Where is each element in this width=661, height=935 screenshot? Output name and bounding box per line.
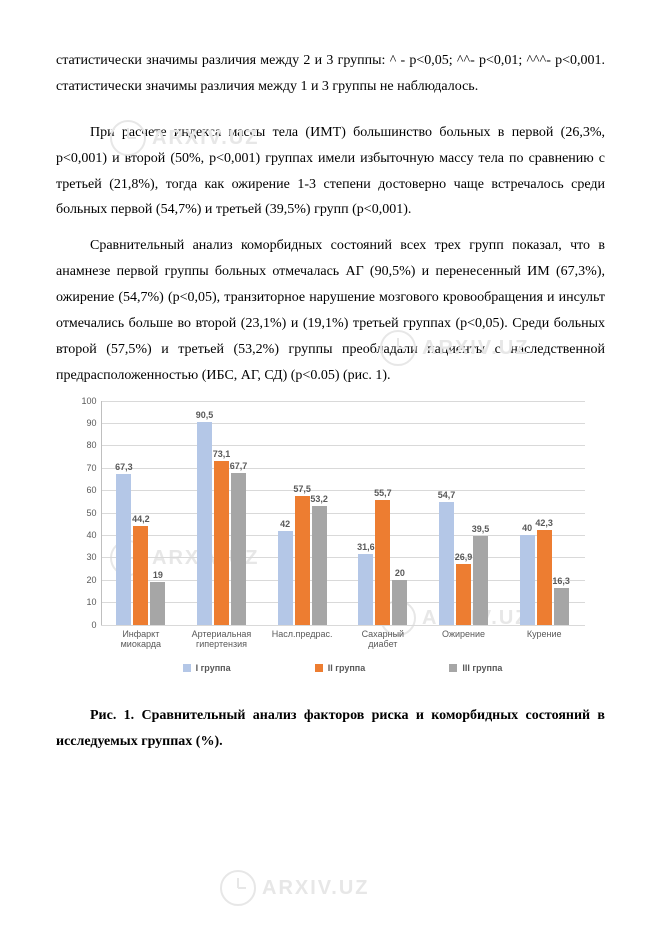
category-label: Насл.предрас.: [262, 625, 343, 640]
bar-value-label: 90,5: [187, 410, 221, 420]
bar-value-label: 67,7: [221, 461, 255, 471]
bar-value-label: 19: [141, 570, 175, 580]
bar: [473, 536, 488, 624]
bar-value-label: 54,7: [429, 490, 463, 500]
category-label: Курение: [504, 625, 585, 640]
bar: [520, 535, 535, 625]
figure-caption: Рис. 1. Сравнительный анализ факторов ри…: [56, 703, 605, 755]
bar-value-label: 39,5: [463, 524, 497, 534]
category-label: Артериальнаягипертензия: [181, 625, 262, 651]
y-tick-label: 0: [71, 620, 97, 630]
legend-swatch: [183, 664, 191, 672]
y-tick-label: 50: [71, 508, 97, 518]
bar: [295, 496, 310, 625]
y-tick-label: 30: [71, 552, 97, 562]
category-group: 31,655,720Сахарныйдиабет: [343, 401, 424, 625]
y-tick-label: 90: [71, 418, 97, 428]
y-tick-label: 70: [71, 463, 97, 473]
bar-value-label: 53,2: [302, 494, 336, 504]
category-group: 4257,553,2Насл.предрас.: [262, 401, 343, 625]
category-group: 90,573,167,7Артериальнаягипертензия: [181, 401, 262, 625]
bar-value-label: 73,1: [204, 449, 238, 459]
bar: [439, 502, 454, 625]
category-label: Сахарныйдиабет: [343, 625, 424, 651]
category-group: 54,726,939,5Ожирение: [423, 401, 504, 625]
bar-chart: 010203040506070809010067,344,219Инфарктм…: [71, 401, 591, 681]
category-group: 4042,316,3Курение: [504, 401, 585, 625]
legend-item: I группа: [183, 663, 231, 673]
y-tick-label: 20: [71, 575, 97, 585]
watermark: ARXIV.UZ: [220, 870, 370, 906]
chart-legend: I группа II группа III группа: [101, 663, 585, 673]
bar-value-label: 44,2: [124, 514, 158, 524]
legend-swatch: [449, 664, 457, 672]
bar: [456, 564, 471, 624]
bar: [231, 473, 246, 625]
paragraph-2: При расчете индекса массы тела (ИМТ) бол…: [56, 120, 605, 224]
y-tick-label: 60: [71, 485, 97, 495]
bar: [214, 461, 229, 625]
bar: [116, 474, 131, 625]
legend-item: II группа: [315, 663, 366, 673]
legend-label: III группа: [462, 663, 502, 673]
bar-value-label: 42,3: [527, 518, 561, 528]
legend-label: II группа: [328, 663, 366, 673]
bar: [312, 506, 327, 625]
y-tick-label: 40: [71, 530, 97, 540]
plot-area: 010203040506070809010067,344,219Инфарктм…: [101, 401, 585, 625]
bar-value-label: 16,3: [544, 576, 578, 586]
paragraph-3: Сравнительный анализ коморбидных состоян…: [56, 233, 605, 388]
y-tick-label: 80: [71, 440, 97, 450]
legend-swatch: [315, 664, 323, 672]
paragraph-1: статистически значимы различия между 2 и…: [56, 48, 605, 100]
bar-value-label: 55,7: [366, 488, 400, 498]
legend-label: I группа: [196, 663, 231, 673]
bar: [392, 580, 407, 625]
y-tick-label: 100: [71, 396, 97, 406]
bar: [375, 500, 390, 625]
bar: [278, 531, 293, 625]
bar-value-label: 67,3: [107, 462, 141, 472]
bar: [150, 582, 165, 625]
category-label: Ожирение: [423, 625, 504, 640]
bar: [554, 588, 569, 625]
bar: [358, 554, 373, 625]
category-group: 67,344,219Инфарктмиокарда: [101, 401, 182, 625]
category-label: Инфарктмиокарда: [101, 625, 182, 651]
bar-value-label: 20: [383, 568, 417, 578]
y-tick-label: 10: [71, 597, 97, 607]
bar-value-label: 57,5: [285, 484, 319, 494]
legend-item: III группа: [449, 663, 502, 673]
